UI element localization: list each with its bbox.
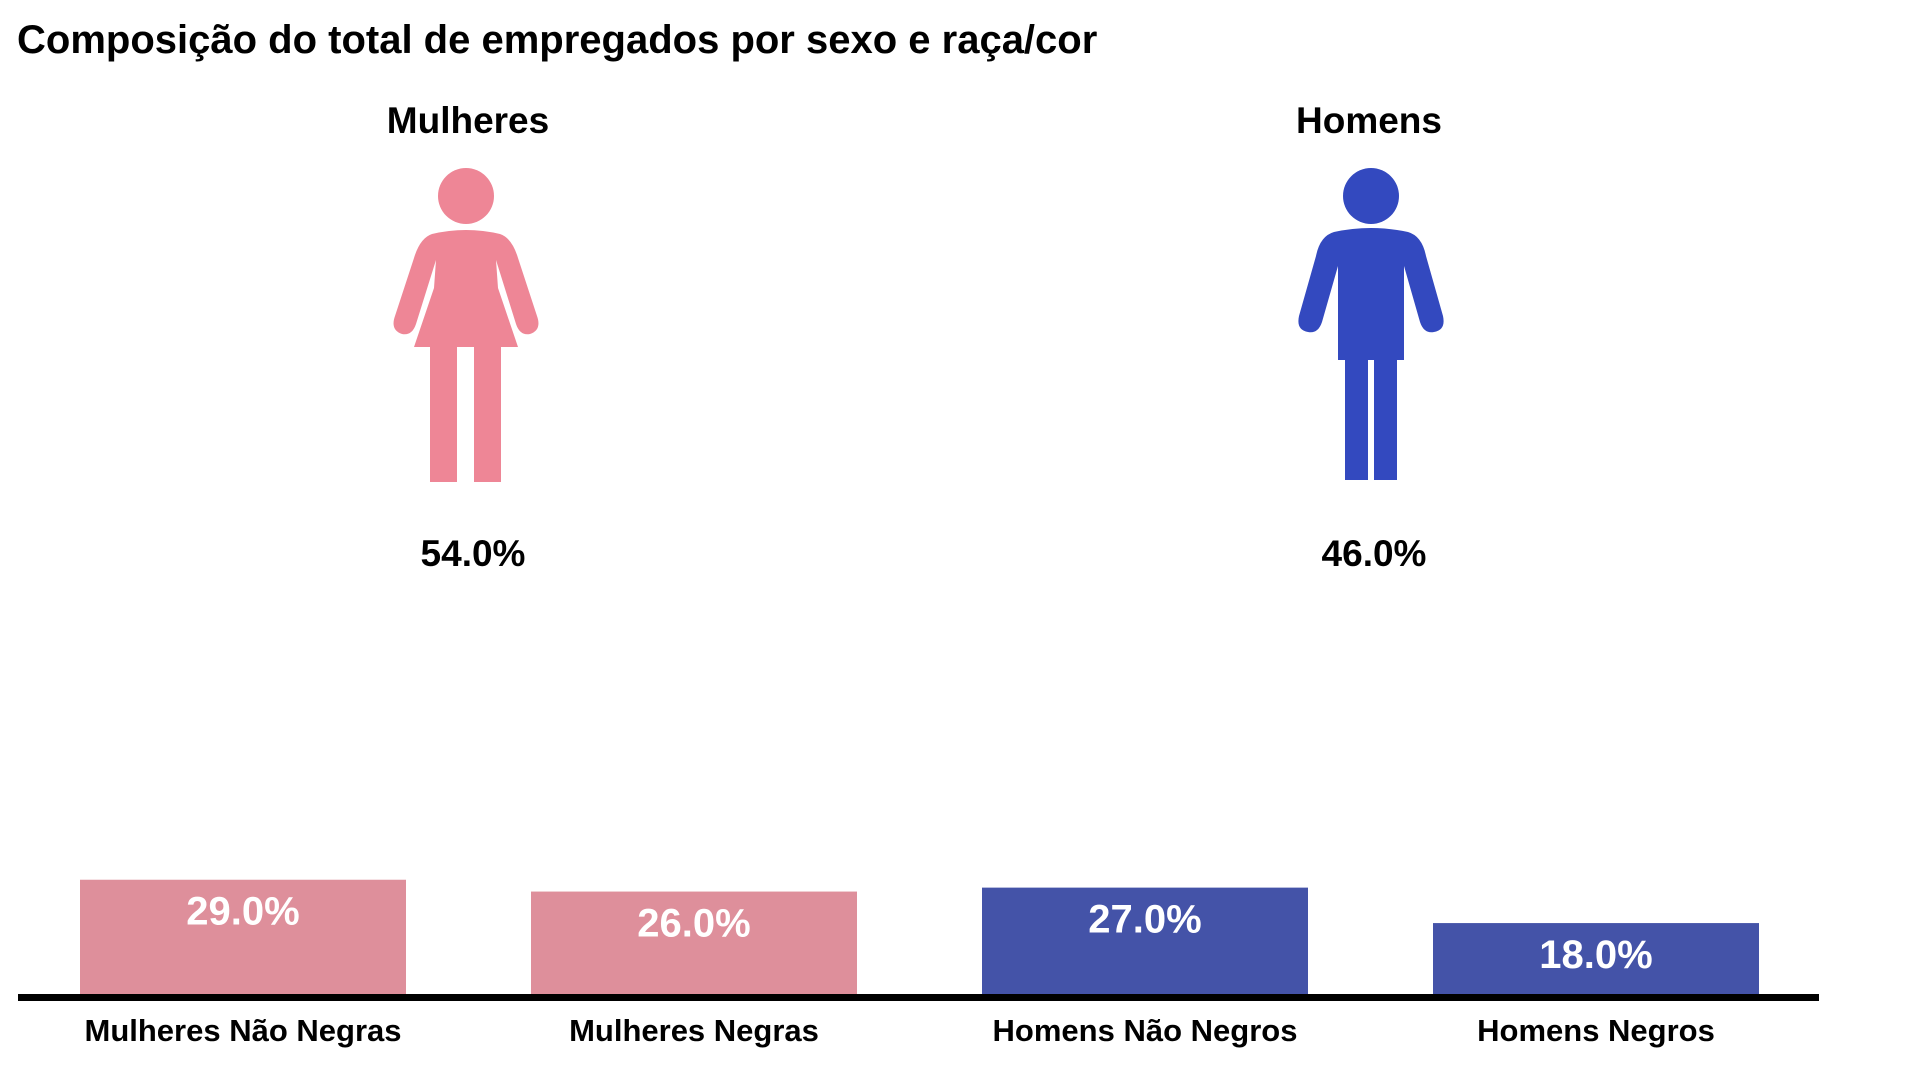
women-percent: 54.0%	[420, 533, 526, 574]
category-label: Homens Não Negros	[993, 1013, 1298, 1048]
category-label: Mulheres Negras	[569, 1013, 819, 1048]
bar-2	[982, 887, 1308, 994]
bar-0	[80, 879, 406, 994]
women-heading: Mulheres	[386, 100, 550, 141]
category-label: Mulheres Não Negras	[85, 1013, 402, 1048]
bar-data-label: 18.0%	[1539, 933, 1652, 977]
bar-data-label: 27.0%	[1088, 898, 1201, 942]
men-heading: Homens	[1296, 100, 1442, 141]
man-figure-icon	[1298, 168, 1444, 480]
page-title: Composição do total de empregados por se…	[17, 18, 1098, 62]
bar-data-label: 26.0%	[637, 902, 750, 946]
bar-3	[1433, 923, 1759, 994]
bar-data-label: 29.0%	[186, 890, 299, 934]
woman-figure-icon	[393, 168, 539, 482]
men-percent: 46.0%	[1321, 533, 1427, 574]
category-label: Homens Negros	[1477, 1013, 1715, 1048]
bar-1	[531, 891, 857, 994]
x-axis-line	[18, 994, 1819, 1001]
